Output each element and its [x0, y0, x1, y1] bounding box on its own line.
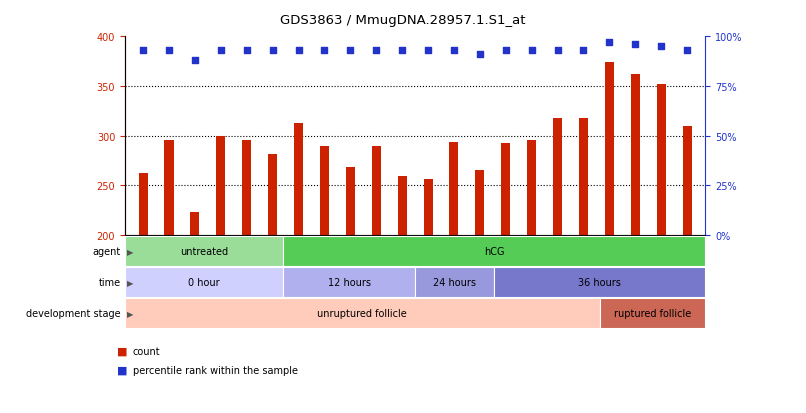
Bar: [450, 142, 459, 235]
Point: [654, 44, 667, 50]
Text: 36 hours: 36 hours: [578, 278, 621, 287]
Bar: [631, 75, 640, 235]
Point: [500, 48, 513, 55]
Bar: [139, 174, 147, 235]
Bar: [604, 63, 614, 235]
Bar: [579, 119, 588, 235]
Text: agent: agent: [93, 247, 121, 256]
Text: 24 hours: 24 hours: [433, 278, 476, 287]
Bar: [553, 119, 562, 235]
Point: [473, 52, 486, 58]
Point: [577, 48, 590, 55]
Text: 12 hours: 12 hours: [328, 278, 371, 287]
Text: untreated: untreated: [180, 247, 228, 256]
Text: 0 hour: 0 hour: [189, 278, 220, 287]
Point: [189, 58, 202, 64]
Bar: [657, 85, 666, 235]
Bar: [320, 146, 329, 235]
Text: ▶: ▶: [127, 247, 133, 256]
Bar: [164, 140, 173, 235]
Text: hCG: hCG: [484, 247, 505, 256]
Text: count: count: [133, 346, 160, 356]
Bar: [423, 180, 433, 235]
Bar: [397, 177, 407, 235]
Bar: [190, 213, 199, 235]
Point: [344, 48, 357, 55]
Point: [214, 48, 227, 55]
Point: [422, 48, 434, 55]
Text: ▶: ▶: [127, 309, 133, 318]
Text: GDS3863 / MmugDNA.28957.1.S1_at: GDS3863 / MmugDNA.28957.1.S1_at: [280, 14, 526, 27]
Bar: [346, 168, 355, 235]
Bar: [216, 136, 226, 235]
Point: [551, 48, 564, 55]
Bar: [242, 140, 251, 235]
Point: [629, 42, 642, 48]
Text: unruptured follicle: unruptured follicle: [318, 309, 407, 318]
Bar: [372, 146, 380, 235]
Text: development stage: development stage: [27, 309, 121, 318]
Point: [136, 48, 150, 55]
Bar: [294, 123, 303, 235]
Point: [292, 48, 305, 55]
Text: ■: ■: [117, 365, 127, 375]
Point: [526, 48, 538, 55]
Text: ruptured follicle: ruptured follicle: [614, 309, 691, 318]
Point: [447, 48, 460, 55]
Point: [240, 48, 253, 55]
Text: ■: ■: [117, 346, 127, 356]
Point: [370, 48, 383, 55]
Bar: [476, 171, 484, 235]
Point: [266, 48, 279, 55]
Point: [318, 48, 331, 55]
Point: [396, 48, 409, 55]
Bar: [683, 126, 692, 235]
Point: [163, 48, 176, 55]
Bar: [527, 140, 536, 235]
Point: [681, 48, 694, 55]
Text: ▶: ▶: [127, 278, 133, 287]
Bar: [268, 154, 277, 235]
Text: time: time: [99, 278, 121, 287]
Bar: [501, 143, 510, 235]
Text: percentile rank within the sample: percentile rank within the sample: [133, 365, 298, 375]
Point: [603, 40, 616, 46]
